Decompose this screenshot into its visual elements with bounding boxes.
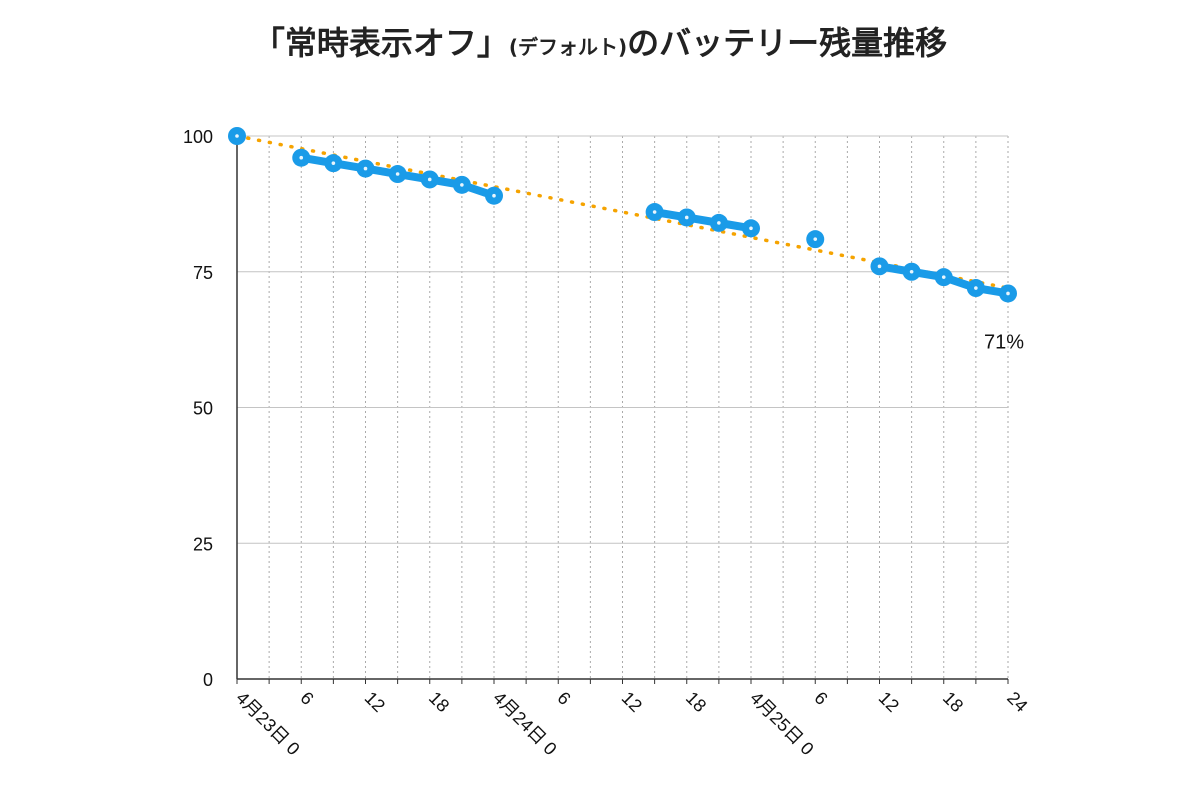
data-point-center <box>684 215 689 220</box>
y-tick-label: 0 <box>203 670 213 690</box>
chart-title: 「常時表示オフ」(デフォルト)のバッテリー残量推移 <box>0 18 1200 64</box>
x-tick-label: 6 <box>553 688 574 709</box>
annotations: 71% <box>984 331 1024 353</box>
data-point-center <box>717 221 721 225</box>
x-tick-label: 18 <box>682 688 710 716</box>
series-lines <box>297 153 1012 298</box>
y-tick-label: 100 <box>183 127 213 147</box>
x-tick-label: 4月24日 0 <box>489 688 560 759</box>
data-point-center <box>460 183 464 187</box>
chart-title-sub: (デフォルト) <box>508 35 628 59</box>
series-points <box>228 127 1017 303</box>
data-point-center <box>749 226 753 231</box>
x-tick-label: 4月23日 0 <box>232 688 303 759</box>
data-point-center <box>235 134 239 138</box>
series-line-segment <box>650 208 755 233</box>
x-tick-label: 24 <box>1003 688 1031 716</box>
x-tick-label: 12 <box>361 688 389 716</box>
x-tick-label: 18 <box>939 688 967 716</box>
axes <box>236 136 1009 684</box>
data-point-center <box>427 177 432 182</box>
data-point-center <box>652 210 657 214</box>
data-point-center <box>813 237 818 241</box>
data-point-center <box>363 166 368 171</box>
x-tick-label: 6 <box>296 688 317 709</box>
chart-title-tail: のバッテリー残量推移 <box>627 24 948 62</box>
data-point-center <box>974 286 978 290</box>
data-point-center <box>331 161 336 165</box>
x-tick-label: 6 <box>810 688 831 709</box>
x-tick-label: 12 <box>875 688 903 716</box>
data-point-center <box>299 155 304 160</box>
data-point-center <box>492 193 496 198</box>
x-tick-label: 18 <box>425 688 453 716</box>
x-tick-label: 4月25日 0 <box>746 688 817 759</box>
end-value-label: 71% <box>984 331 1024 353</box>
y-tick-label: 25 <box>193 534 213 554</box>
data-point-center <box>395 172 400 176</box>
y-tick-label: 75 <box>193 263 213 283</box>
data-point-center <box>877 264 882 269</box>
y-tick-label: 50 <box>193 399 213 419</box>
data-point-center <box>909 269 914 274</box>
data-point-center <box>941 275 946 279</box>
x-tick-label: 12 <box>618 688 646 716</box>
data-point-center <box>1006 291 1010 296</box>
grid <box>236 135 1009 679</box>
chart-title-main: 「常時表示オフ」 <box>252 24 509 62</box>
